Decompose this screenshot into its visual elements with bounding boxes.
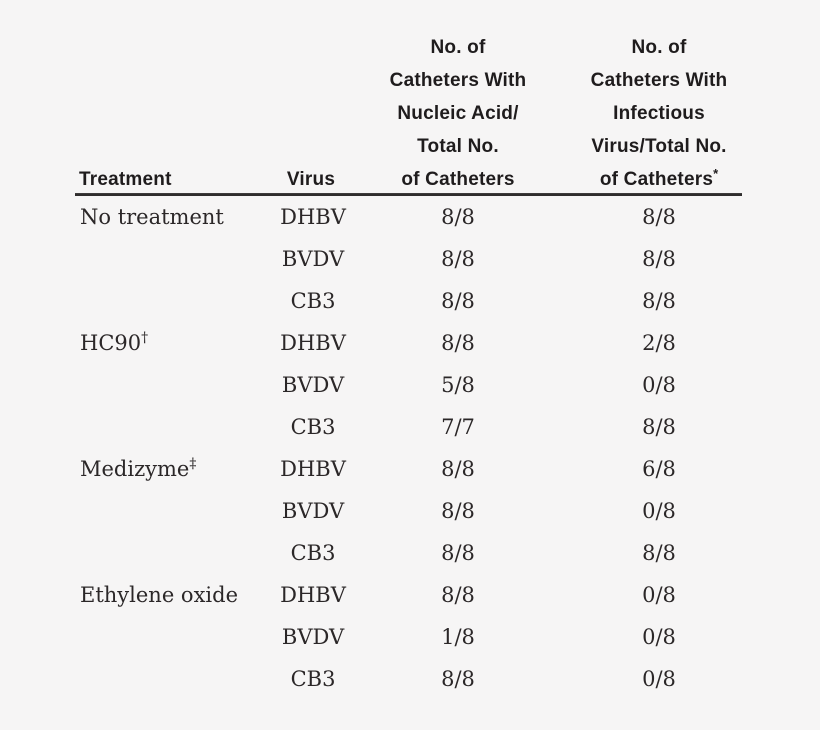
header-line: Catheters With [590,70,728,91]
table-row: BVDV 8/8 8/8 [0,238,820,280]
header-line: Catheters With [389,70,527,91]
nucleic-acid-cell: 5/8 [441,373,475,397]
nucleic-acid-cell: 8/8 [441,331,475,355]
double-dagger-footnote-marker: ‡ [189,456,197,472]
column-header-nucleic-acid: No. of Catheters With Nucleic Acid/ Tota… [390,31,527,197]
table-row: Medizyme‡ DHBV 8/8 6/8 [0,448,820,490]
treatment-cell: Ethylene oxide [80,574,238,619]
nucleic-acid-cell: 8/8 [441,499,475,523]
infectious-virus-cell: 8/8 [642,541,676,565]
header-line-text: of Catheters [599,169,714,190]
header-line: Total No. [417,136,499,157]
infectious-virus-cell: 6/8 [642,457,676,481]
infectious-virus-cell: 0/8 [642,583,676,607]
header-line: Nucleic Acid/ [397,103,519,124]
infectious-virus-cell: 8/8 [642,415,676,439]
table-row: CB3 8/8 0/8 [0,658,820,700]
virus-cell: CB3 [290,541,336,565]
table-row: BVDV 1/8 0/8 [0,616,820,658]
header-line-text: of Catheters [401,169,515,190]
virus-cell: DHBV [280,331,346,355]
treatment-text: Ethylene oxide [80,583,239,607]
infectious-virus-cell: 0/8 [642,373,676,397]
table-row: Ethylene oxide DHBV 8/8 0/8 [0,574,820,616]
virus-cell: BVDV [281,625,345,649]
column-header-virus: Virus [286,169,336,190]
nucleic-acid-cell: 8/8 [441,583,475,607]
header-line: Virus/Total No. [591,136,727,157]
virus-cell: CB3 [290,415,336,439]
table-row: BVDV 5/8 0/8 [0,364,820,406]
header-line: No. of [430,37,486,58]
nucleic-acid-cell: 8/8 [441,457,475,481]
virus-cell: CB3 [290,667,336,691]
column-header-infectious-virus: No. of Catheters With Infectious Virus/T… [591,31,728,197]
nucleic-acid-cell: 8/8 [441,247,475,271]
nucleic-acid-cell: 7/7 [441,415,475,439]
infectious-virus-cell: 2/8 [642,331,676,355]
virus-cell: CB3 [290,289,336,313]
virus-cell: BVDV [281,373,345,397]
infectious-virus-cell: 0/8 [642,499,676,523]
table-body: No treatment DHBV 8/8 8/8 BVDV 8/8 8/8 C… [0,196,820,700]
nucleic-acid-cell: 1/8 [441,625,475,649]
nucleic-acid-cell: 8/8 [441,541,475,565]
header-rule [75,193,742,196]
table-row: CB3 8/8 8/8 [0,532,820,574]
virus-cell: DHBV [280,205,346,229]
nucleic-acid-cell: 8/8 [441,205,475,229]
infectious-virus-cell: 8/8 [642,289,676,313]
table-row: CB3 7/7 8/8 [0,406,820,448]
treatment-text: No treatment [80,205,224,229]
treatment-cell: No treatment [80,196,224,241]
table-row: No treatment DHBV 8/8 8/8 [0,196,820,238]
column-header-treatment: Treatment [79,169,172,190]
asterisk-footnote-marker: * [713,166,719,181]
virus-cell: DHBV [280,457,346,481]
header-line: Infectious [613,103,705,124]
nucleic-acid-cell: 8/8 [441,667,475,691]
infectious-virus-cell: 8/8 [642,247,676,271]
header-line: of Catheters* [591,163,728,197]
nucleic-acid-cell: 8/8 [441,289,475,313]
header-line: of Catheters [390,163,527,197]
infectious-virus-cell: 8/8 [642,205,676,229]
virus-cell: BVDV [281,247,345,271]
table-row: HC90† DHBV 8/8 2/8 [0,322,820,364]
treatment-cell: HC90† [80,322,148,367]
dagger-footnote-marker: † [141,330,149,346]
table-row: BVDV 8/8 0/8 [0,490,820,532]
infectious-virus-cell: 0/8 [642,667,676,691]
treatment-text: Medizyme [80,457,190,481]
virus-cell: BVDV [281,499,345,523]
virus-cell: DHBV [280,583,346,607]
treatment-cell: Medizyme‡ [80,448,196,493]
infectious-virus-cell: 0/8 [642,625,676,649]
treatment-text: HC90 [80,331,142,355]
table-row: CB3 8/8 8/8 [0,280,820,322]
header-line: No. of [631,37,687,58]
